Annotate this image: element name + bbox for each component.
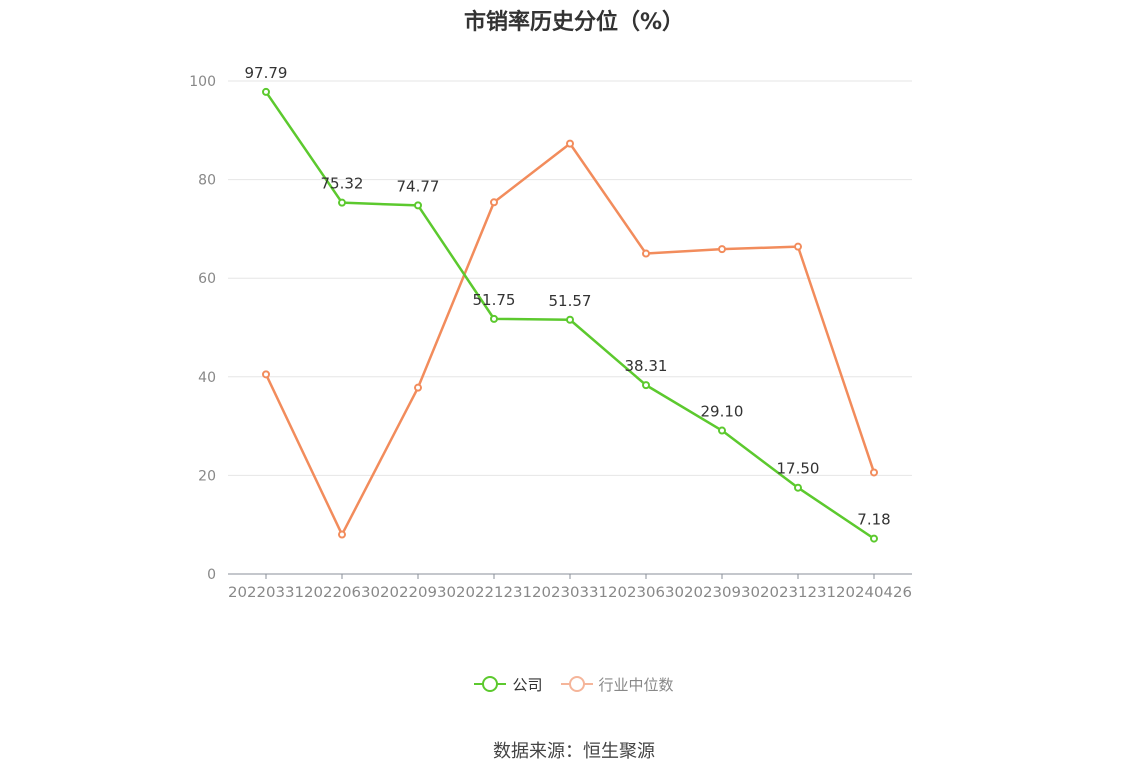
data-point-industry — [794, 242, 802, 251]
data-point-company — [566, 315, 574, 324]
x-tick-label: 20230331 — [532, 585, 608, 601]
legend-company-label: 公司 — [512, 675, 543, 694]
x-tick-label: 20220930 — [380, 585, 456, 601]
y-tick-label: 80 — [198, 173, 216, 189]
data-point-company — [338, 198, 346, 207]
data-source: 数据来源：恒生聚源 — [493, 741, 655, 762]
y-tick-label: 40 — [198, 370, 216, 386]
data-point-industry — [490, 198, 498, 207]
y-tick-label: 60 — [198, 271, 216, 287]
x-tick-label: 20220630 — [304, 585, 380, 601]
y-tick-label: 0 — [207, 567, 216, 583]
y-tick-label: 100 — [189, 74, 216, 90]
data-label: 75.32 — [321, 175, 364, 193]
data-point-company — [718, 426, 726, 435]
x-tick-label: 20220331 — [228, 585, 304, 601]
data-point-industry — [566, 139, 574, 148]
data-point-company — [490, 314, 498, 323]
x-tick-label: 20240426 — [836, 585, 912, 601]
data-point-industry — [414, 383, 422, 392]
data-label: 97.79 — [245, 64, 288, 82]
data-point-company — [642, 381, 650, 390]
data-label: 7.18 — [857, 511, 890, 529]
chart-legend: 公司 行业中位数 — [0, 673, 1148, 695]
data-point-company — [414, 201, 422, 210]
chart-title: 市销率历史分位（%） — [463, 10, 685, 35]
legend-company-marker-icon — [474, 673, 507, 695]
legend-item-industry-median[interactable]: 行业中位数 — [560, 673, 674, 695]
data-label: 17.50 — [777, 460, 820, 478]
data-point-company — [794, 483, 802, 492]
data-point-industry — [338, 530, 346, 539]
data-point-industry — [262, 370, 270, 379]
data-point-company — [262, 87, 270, 96]
x-tick-label: 20231231 — [760, 585, 836, 601]
data-point-company — [870, 534, 878, 543]
y-tick-label: 20 — [198, 468, 216, 484]
data-label: 29.10 — [701, 403, 744, 421]
line-chart: 0 20 40 60 80 100 20220331 20220630 20220930 2022… — [189, 64, 912, 601]
x-tick-label: 20230930 — [684, 585, 760, 601]
data-point-industry — [642, 249, 650, 258]
data-label: 74.77 — [397, 177, 440, 195]
data-point-industry — [718, 245, 726, 254]
x-tick-label: 20230630 — [608, 585, 684, 601]
x-tick-label: 20221231 — [456, 585, 532, 601]
legend-industry-marker-icon — [560, 673, 593, 695]
legend-industry-label: 行业中位数 — [598, 675, 674, 694]
data-label: 38.31 — [625, 357, 668, 375]
data-label: 51.75 — [473, 291, 516, 309]
data-point-industry — [870, 468, 878, 477]
data-label: 51.57 — [549, 292, 592, 310]
legend-item-company[interactable]: 公司 — [474, 673, 543, 695]
